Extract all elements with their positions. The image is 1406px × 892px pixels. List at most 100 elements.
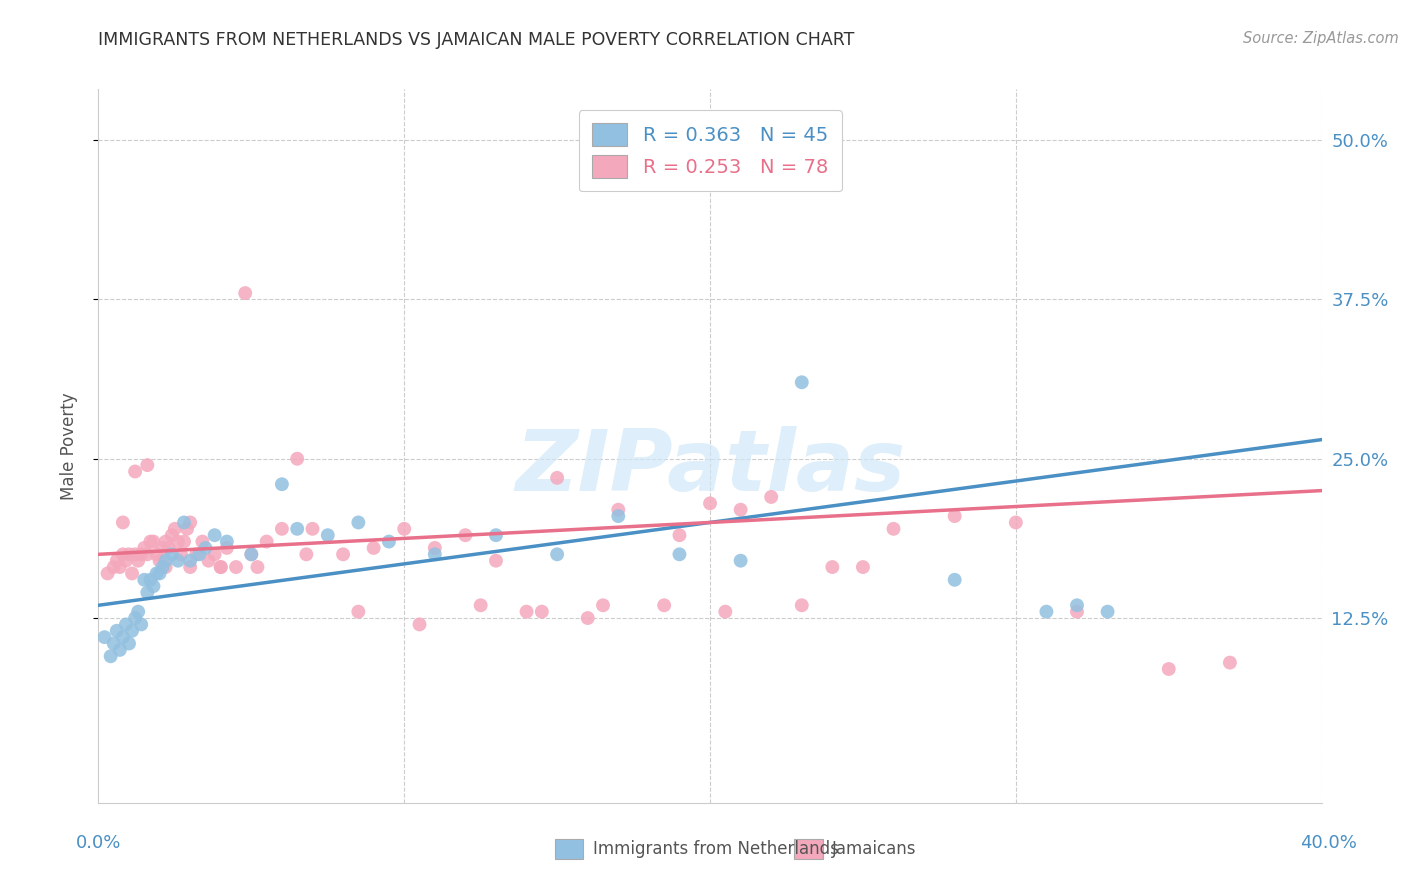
Point: [152, 541, 174, 555]
Point: [115, 617, 138, 632]
Point: [100, 649, 122, 664]
Point: [129, 617, 152, 632]
Text: ZIPatlas: ZIPatlas: [515, 425, 905, 509]
Point: [592, 599, 614, 613]
Point: [179, 554, 201, 568]
Point: [118, 547, 141, 561]
Point: [1157, 662, 1180, 676]
Point: [546, 547, 568, 561]
Text: 0.0%: 0.0%: [76, 834, 121, 852]
Point: [197, 554, 219, 568]
Point: [149, 554, 172, 568]
Point: [194, 541, 217, 555]
Point: [652, 599, 675, 613]
Point: [152, 560, 174, 574]
Point: [142, 534, 165, 549]
Point: [1035, 605, 1057, 619]
Point: [173, 534, 195, 549]
Point: [209, 560, 232, 574]
Point: [105, 624, 128, 638]
Point: [136, 585, 159, 599]
Text: Immigrants from Netherlands: Immigrants from Netherlands: [593, 840, 839, 858]
Point: [423, 547, 446, 561]
Point: [714, 605, 737, 619]
Point: [790, 599, 813, 613]
Point: [790, 376, 813, 390]
Point: [111, 630, 134, 644]
Point: [332, 547, 354, 561]
Point: [607, 502, 630, 516]
Text: 40.0%: 40.0%: [1301, 834, 1357, 852]
Point: [121, 566, 143, 581]
Point: [204, 547, 226, 561]
Point: [1066, 599, 1088, 613]
Point: [160, 547, 183, 561]
Point: [191, 534, 214, 549]
Point: [93, 630, 115, 644]
Point: [124, 547, 146, 561]
Point: [155, 554, 177, 568]
Point: [121, 624, 143, 638]
Point: [485, 554, 508, 568]
Point: [233, 286, 256, 301]
Point: [546, 471, 568, 485]
Point: [124, 611, 146, 625]
Legend: R = 0.363   N = 45, R = 0.253   N = 78: R = 0.363 N = 45, R = 0.253 N = 78: [578, 110, 842, 192]
Point: [129, 547, 152, 561]
Point: [730, 502, 752, 516]
Point: [1219, 656, 1241, 670]
Point: [127, 605, 149, 619]
Point: [883, 522, 905, 536]
Point: [157, 541, 180, 555]
Point: [136, 547, 159, 561]
Point: [516, 605, 538, 619]
Point: [163, 522, 186, 536]
Point: [111, 547, 134, 561]
Point: [173, 516, 195, 530]
Point: [295, 547, 318, 561]
Point: [607, 509, 630, 524]
Point: [392, 522, 416, 536]
Point: [240, 547, 263, 561]
Point: [186, 547, 208, 561]
Point: [347, 605, 370, 619]
Point: [256, 534, 278, 549]
Point: [301, 522, 323, 536]
Point: [378, 534, 401, 549]
Text: Source: ZipAtlas.com: Source: ZipAtlas.com: [1243, 31, 1399, 46]
Point: [668, 547, 690, 561]
Point: [103, 560, 125, 574]
Point: [246, 560, 269, 574]
Point: [167, 534, 190, 549]
Point: [134, 541, 156, 555]
Point: [363, 541, 385, 555]
Point: [108, 560, 131, 574]
Point: [530, 605, 553, 619]
Point: [485, 528, 508, 542]
Point: [730, 554, 752, 568]
Point: [699, 496, 721, 510]
Point: [149, 566, 172, 581]
Point: [179, 516, 201, 530]
Point: [139, 573, 162, 587]
Point: [470, 599, 492, 613]
Point: [285, 451, 308, 466]
Point: [124, 465, 146, 479]
Point: [105, 554, 128, 568]
Text: IMMIGRANTS FROM NETHERLANDS VS JAMAICAN MALE POVERTY CORRELATION CHART: IMMIGRANTS FROM NETHERLANDS VS JAMAICAN …: [98, 31, 855, 49]
Point: [454, 528, 477, 542]
Point: [134, 573, 156, 587]
Point: [270, 477, 292, 491]
Point: [176, 522, 198, 536]
Point: [97, 566, 120, 581]
Point: [668, 528, 690, 542]
Point: [1004, 516, 1026, 530]
Point: [1066, 605, 1088, 619]
Point: [943, 509, 966, 524]
Point: [145, 547, 167, 561]
Point: [179, 560, 201, 574]
Point: [167, 554, 190, 568]
Point: [103, 636, 125, 650]
Point: [852, 560, 875, 574]
Point: [145, 566, 167, 581]
